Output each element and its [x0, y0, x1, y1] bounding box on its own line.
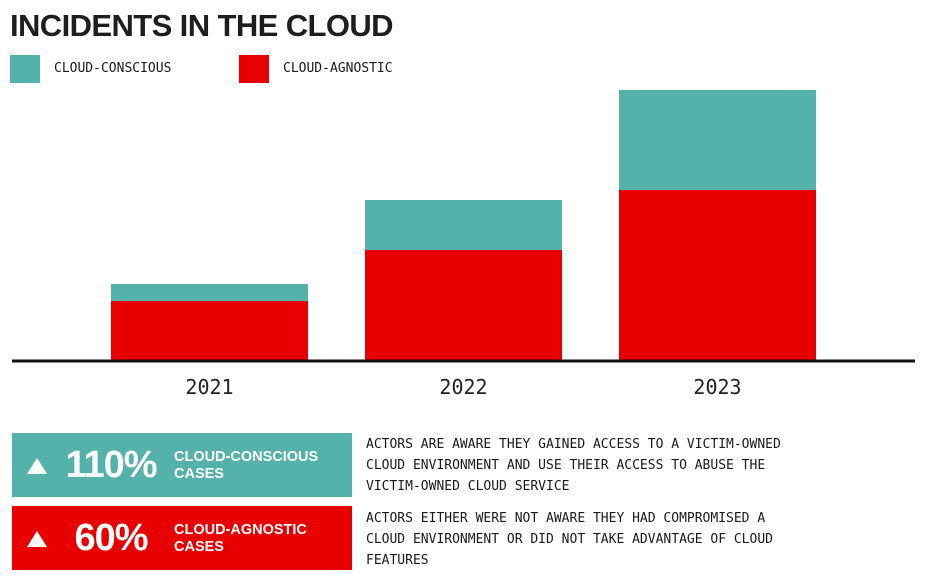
stat-label-cloud-conscious: CLOUD-CONSCIOUS CASES	[174, 449, 318, 483]
stat-percent-cloud-agnostic: 60%	[74, 517, 148, 559]
bar-cloud-agnostic-2023	[619, 190, 816, 360]
stat-label-line: CLOUD-AGNOSTIC	[174, 522, 307, 538]
stacked-bar-chart: 2021 2022 2023	[12, 90, 915, 399]
bar-cloud-agnostic-2022	[365, 250, 562, 360]
description-line: FEATURES	[366, 553, 429, 568]
bar-cloud-agnostic-2021	[111, 301, 308, 360]
up-triangle-icon	[27, 531, 47, 547]
legend-label-cloud-conscious: CLOUD-CONSCIOUS	[54, 61, 172, 76]
description-line: ACTORS ARE AWARE THEY GAINED ACCESS TO A…	[366, 437, 781, 452]
stat-label-cloud-agnostic: CLOUD-AGNOSTIC CASES	[174, 522, 307, 556]
description-line: ACTORS EITHER WERE NOT AWARE THEY HAD CO…	[366, 511, 766, 526]
stat-label-line: CASES	[174, 466, 224, 482]
x-tick-label-2023: 2023	[693, 375, 741, 399]
stat-label-line: CASES	[174, 539, 224, 555]
legend-swatch-cloud-agnostic	[239, 55, 269, 83]
x-tick-labels: 2021 2022 2023	[185, 375, 741, 399]
stat-percent-cloud-conscious: 110%	[65, 444, 157, 486]
stat-label-line: CLOUD-CONSCIOUS	[174, 449, 319, 465]
x-tick-label-2022: 2022	[439, 375, 487, 399]
bar-cloud-conscious-2023	[619, 90, 816, 190]
x-tick-label-2021: 2021	[185, 375, 233, 399]
stat-box-cloud-conscious: 110% CLOUD-CONSCIOUS CASES	[12, 433, 352, 497]
legend-swatch-cloud-conscious	[10, 55, 40, 83]
bar-cloud-conscious-2022	[365, 200, 562, 250]
bars-group	[111, 90, 816, 360]
legend-label-cloud-agnostic: CLOUD-AGNOSTIC	[283, 61, 393, 76]
description-line: CLOUD ENVIRONMENT AND USE THEIR ACCESS T…	[366, 458, 766, 473]
up-triangle-icon	[27, 458, 47, 474]
stat-description-cloud-agnostic: ACTORS EITHER WERE NOT AWARE THEY HAD CO…	[366, 508, 866, 571]
description-line: VICTIM-OWNED CLOUD SERVICE	[366, 479, 570, 494]
bar-cloud-conscious-2021	[111, 284, 308, 301]
description-line: CLOUD ENVIRONMENT OR DID NOT TAKE ADVANT…	[366, 532, 773, 547]
chart-title: INCIDENTS IN THE CLOUD	[10, 8, 394, 43]
stat-description-cloud-conscious: ACTORS ARE AWARE THEY GAINED ACCESS TO A…	[366, 434, 866, 497]
stat-box-cloud-agnostic: 60% CLOUD-AGNOSTIC CASES	[12, 506, 352, 570]
